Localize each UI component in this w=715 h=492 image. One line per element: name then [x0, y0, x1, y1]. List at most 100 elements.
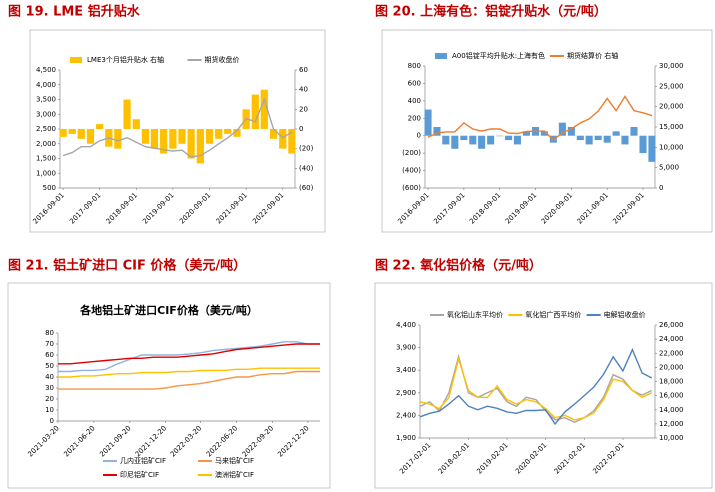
- y2-tick-label: 20,000: [659, 363, 684, 371]
- bar: [487, 135, 495, 145]
- bar: [123, 99, 131, 129]
- bar: [603, 135, 611, 143]
- legend-label: 马来铝矿CIF: [215, 456, 254, 465]
- bar: [269, 129, 278, 139]
- y-tick-label: (600): [402, 184, 421, 192]
- y2-tick-label: (60): [299, 184, 314, 192]
- bar: [540, 131, 548, 136]
- x-tick-label: 2021-12-20: [134, 424, 168, 458]
- series-line: [427, 95, 653, 141]
- bar: [114, 129, 122, 149]
- bar: [233, 129, 241, 137]
- y2-tick-label: 16,000: [659, 392, 684, 400]
- y-tick-label: 400: [408, 97, 421, 105]
- bar: [594, 135, 602, 141]
- x-tick-label: 2022-09-20: [241, 424, 275, 458]
- x-tick-label: 2016-09-01: [32, 191, 66, 225]
- bar: [630, 127, 638, 136]
- legend-label: 印尼铝矿CIF: [120, 470, 159, 479]
- y-tick-label: 0: [50, 417, 54, 425]
- bar: [141, 129, 150, 144]
- x-tick-label: 2022-09-01: [611, 191, 645, 225]
- y2-tick-label: 40: [299, 86, 308, 94]
- bar: [433, 127, 441, 136]
- y2-tick-label: 0: [659, 184, 663, 192]
- x-tick-label: 2019-09-01: [504, 191, 538, 225]
- bar: [251, 94, 259, 129]
- y2-tick-label: 20,000: [659, 103, 684, 111]
- x-tick-label: 2022-03-20: [169, 424, 203, 458]
- y2-tick-label: 12,000: [659, 420, 684, 428]
- y2-tick-label: 10,000: [659, 143, 684, 151]
- y-tick-label: 4,000: [36, 81, 56, 89]
- x-tick-label: 2022-06-20: [205, 424, 239, 458]
- legend-label: A00铝锭平均升贴水:上海有色: [452, 51, 545, 60]
- y2-tick-label: 14,000: [659, 406, 684, 414]
- bar: [513, 135, 521, 145]
- y-tick-label: 50: [45, 362, 54, 370]
- series-line: [419, 347, 653, 426]
- y2-tick-label: 26,000: [659, 321, 684, 329]
- y-tick-label: 2,400: [396, 411, 416, 419]
- series-line: [419, 356, 653, 421]
- y2-tick-label: 18,000: [659, 378, 684, 386]
- bar: [77, 129, 85, 139]
- bar: [279, 129, 287, 149]
- bar: [442, 135, 450, 145]
- bar: [96, 124, 104, 129]
- bar: [59, 129, 67, 137]
- x-tick-label: 2021-09-01: [576, 191, 610, 225]
- y-tick-label: 2,000: [36, 140, 56, 148]
- bar: [224, 129, 232, 134]
- legend-label: 几内亚铝矿CIF: [120, 456, 166, 465]
- bar: [522, 131, 530, 136]
- x-tick-label: 2017-09-01: [432, 191, 466, 225]
- bar: [196, 129, 204, 164]
- figure-caption: 图 21. 铝土矿进口 CIF 价格（美元/吨）: [8, 258, 246, 274]
- bar: [496, 135, 504, 137]
- x-tick-label: 2021-09-20: [98, 424, 132, 458]
- bar: [639, 135, 647, 154]
- y-tick-label: 3,400: [396, 366, 416, 374]
- y-tick-label: 500: [43, 184, 56, 192]
- y-tick-label: 2,900: [396, 389, 416, 397]
- legend-label: 澳洲铝矿CIF: [215, 470, 254, 479]
- bar: [178, 129, 186, 144]
- figure-caption: 图 22. 氧化铝价格（元/吨）: [375, 258, 542, 274]
- x-tick-label: 2018-09-01: [468, 191, 502, 225]
- chart-frame: [7, 282, 331, 489]
- y-tick-label: 3,000: [36, 110, 56, 118]
- x-tick-label: 2022-09-01: [251, 191, 285, 225]
- bar: [424, 109, 432, 136]
- y-tick-label: 2,500: [36, 125, 56, 133]
- bar: [187, 129, 195, 159]
- x-tick-label: 2021-02-01: [553, 441, 587, 475]
- bar: [585, 135, 593, 145]
- y-tick-label: 3,900: [396, 344, 416, 352]
- bar: [150, 129, 159, 149]
- bar: [648, 135, 656, 162]
- y-tick-label: (400): [402, 167, 421, 175]
- legend-swatch: [435, 53, 447, 59]
- y-tick-label: 20: [45, 395, 54, 403]
- series-line: [58, 341, 320, 373]
- x-tick-label: 2019-09-01: [141, 191, 175, 225]
- y-tick-label: 800: [408, 62, 421, 70]
- series-line: [62, 97, 293, 158]
- figure-caption: 图 19. LME 铝升贴水: [8, 4, 141, 20]
- x-tick-label: 2021-03-20: [26, 424, 60, 458]
- y2-tick-label: 24,000: [659, 335, 684, 343]
- legend-label: 氧化铝山东平均价: [447, 310, 503, 319]
- x-tick-label: 2017-09-01: [68, 191, 102, 225]
- y2-tick-label: (20): [299, 145, 314, 153]
- bar: [505, 135, 513, 141]
- y-tick-label: 4,500: [36, 66, 56, 74]
- x-tick-label: 2016-09-01: [396, 191, 430, 225]
- y2-tick-label: 25,000: [659, 82, 684, 90]
- y-tick-label: 1,500: [36, 155, 56, 163]
- y-tick-label: (200): [402, 149, 421, 157]
- bar: [469, 135, 477, 145]
- legend-label: LME3个月铝升贴水 右轴: [87, 55, 164, 64]
- bar: [68, 129, 76, 134]
- bar: [558, 122, 566, 136]
